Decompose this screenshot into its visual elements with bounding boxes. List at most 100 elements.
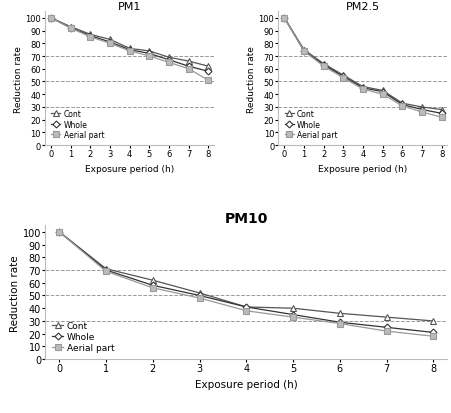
Aerial part [418,110,423,115]
Aerial part [185,67,191,72]
Aerial part [359,88,365,93]
Cont [430,319,435,324]
Aerial part [243,309,249,313]
Whole [103,268,109,273]
Aerial part [399,104,404,109]
Aerial part [340,76,345,81]
Aerial part [107,42,112,47]
Cont [127,47,132,52]
Whole [197,293,202,298]
Line: Cont: Cont [281,16,443,113]
Whole [399,103,404,108]
Whole [340,75,345,80]
Whole [438,112,443,116]
Whole [281,16,286,21]
Cont [359,85,365,90]
Y-axis label: Reduction rate: Reduction rate [14,46,23,112]
Whole [127,48,132,53]
Aerial part [383,329,388,334]
Whole [290,312,295,317]
Whole [107,40,112,45]
Line: Cont: Cont [48,16,211,70]
Cont [103,267,109,272]
Cont [197,291,202,296]
Legend: Cont, Whole, Aerial part: Cont, Whole, Aerial part [282,107,339,142]
Aerial part [430,334,435,339]
Whole [301,49,306,54]
Aerial part [103,269,109,274]
Aerial part [127,49,132,54]
Whole [48,16,54,21]
Title: PM10: PM10 [224,212,267,226]
Aerial part [281,16,286,21]
Line: Aerial part: Aerial part [56,230,435,339]
Aerial part [197,296,202,301]
Whole [205,70,211,75]
Aerial part [56,230,62,235]
Aerial part [68,26,74,31]
Y-axis label: Reduction rate: Reduction rate [246,46,255,112]
Whole [68,26,74,31]
Line: Aerial part: Aerial part [281,16,443,121]
Cont [418,105,423,110]
Whole [185,64,191,69]
Aerial part [438,115,443,120]
Cont [383,315,388,320]
Whole [430,330,435,335]
Line: Aerial part: Aerial part [48,16,211,84]
Whole [379,90,385,95]
Aerial part [87,36,93,40]
Whole [383,325,388,330]
Cont [290,306,295,311]
Aerial part [290,315,295,320]
Cont [68,25,74,30]
Title: PM1: PM1 [118,2,141,12]
Aerial part [48,16,54,21]
Line: Whole: Whole [49,17,210,74]
Whole [359,86,365,91]
Cont [107,38,112,43]
Whole [87,34,93,39]
Aerial part [150,286,155,291]
Whole [336,320,342,325]
Line: Whole: Whole [57,230,435,335]
Cont [301,48,306,53]
Cont [379,89,385,94]
Y-axis label: Reduction rate: Reduction rate [10,254,20,331]
X-axis label: Exposure period (h): Exposure period (h) [194,379,297,389]
Cont [166,56,171,61]
Cont [48,16,54,21]
X-axis label: Exposure period (h): Exposure period (h) [85,164,174,173]
Whole [243,305,249,310]
Whole [56,230,62,235]
Cont [87,33,93,38]
Cont [399,102,404,107]
Cont [320,62,326,67]
Cont [340,74,345,78]
Whole [150,283,155,288]
Whole [320,63,326,68]
Aerial part [146,55,152,59]
Cont [243,305,249,310]
Whole [146,52,152,57]
Title: PM2.5: PM2.5 [345,2,379,12]
Cont [185,59,191,64]
Aerial part [301,49,306,54]
Cont [336,311,342,316]
Line: Cont: Cont [56,230,435,324]
X-axis label: Exposure period (h): Exposure period (h) [318,164,407,173]
Whole [418,108,423,113]
Legend: Cont, Whole, Aerial part: Cont, Whole, Aerial part [49,107,106,142]
Cont [56,230,62,235]
Cont [205,64,211,69]
Cont [146,49,152,54]
Aerial part [320,64,326,69]
Aerial part [379,93,385,97]
Aerial part [166,61,171,66]
Whole [166,58,171,63]
Legend: Cont, Whole, Aerial part: Cont, Whole, Aerial part [50,319,117,355]
Cont [438,108,443,113]
Aerial part [205,78,211,83]
Cont [281,16,286,21]
Aerial part [336,321,342,326]
